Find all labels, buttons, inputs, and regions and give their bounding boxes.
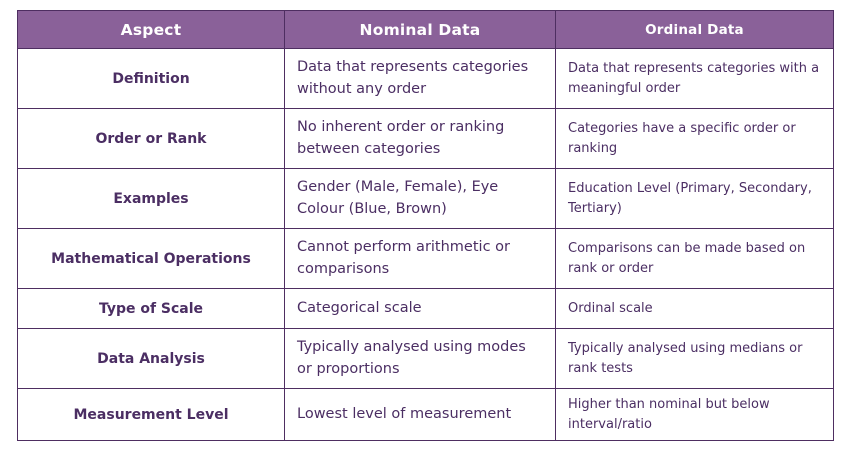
table-header-row: Aspect Nominal Data Ordinal Data: [17, 10, 834, 49]
table-row: Order or Rank No inherent order or ranki…: [17, 108, 834, 169]
row-aspect-label: Definition: [17, 48, 285, 109]
row-ordinal-cell: Categories have a specific order or rank…: [555, 108, 834, 169]
row-ordinal-cell: Ordinal scale: [555, 288, 834, 329]
row-ordinal-cell: Education Level (Primary, Secondary, Ter…: [555, 168, 834, 229]
row-nominal-cell: Typically analysed using modes or propor…: [284, 328, 556, 389]
row-ordinal-cell: Typically analysed using medians or rank…: [555, 328, 834, 389]
row-aspect-label: Mathematical Operations: [17, 228, 285, 289]
row-nominal-cell: No inherent order or ranking between cat…: [284, 108, 556, 169]
table-row: Measurement Level Lowest level of measur…: [17, 388, 834, 441]
row-nominal-cell: Cannot perform arithmetic or comparisons: [284, 228, 556, 289]
header-ordinal: Ordinal Data: [555, 10, 834, 49]
table-row: Definition Data that represents categori…: [17, 48, 834, 109]
row-nominal-cell: Gender (Male, Female), Eye Colour (Blue,…: [284, 168, 556, 229]
row-ordinal-cell: Higher than nominal but below interval/r…: [555, 388, 834, 441]
nominal-vs-ordinal-table: Aspect Nominal Data Ordinal Data Definit…: [17, 10, 834, 441]
table-row: Type of Scale Categorical scale Ordinal …: [17, 288, 834, 329]
row-aspect-label: Examples: [17, 168, 285, 229]
row-aspect-label: Order or Rank: [17, 108, 285, 169]
header-nominal: Nominal Data: [284, 10, 556, 49]
table-row: Data Analysis Typically analysed using m…: [17, 328, 834, 389]
row-aspect-label: Type of Scale: [17, 288, 285, 329]
row-aspect-label: Data Analysis: [17, 328, 285, 389]
row-nominal-cell: Lowest level of measurement: [284, 388, 556, 441]
row-nominal-cell: Data that represents categories without …: [284, 48, 556, 109]
row-ordinal-cell: Comparisons can be made based on rank or…: [555, 228, 834, 289]
table-row: Examples Gender (Male, Female), Eye Colo…: [17, 168, 834, 229]
table-row: Mathematical Operations Cannot perform a…: [17, 228, 834, 289]
row-aspect-label: Measurement Level: [17, 388, 285, 441]
row-ordinal-cell: Data that represents categories with a m…: [555, 48, 834, 109]
row-nominal-cell: Categorical scale: [284, 288, 556, 329]
header-aspect: Aspect: [17, 10, 285, 49]
